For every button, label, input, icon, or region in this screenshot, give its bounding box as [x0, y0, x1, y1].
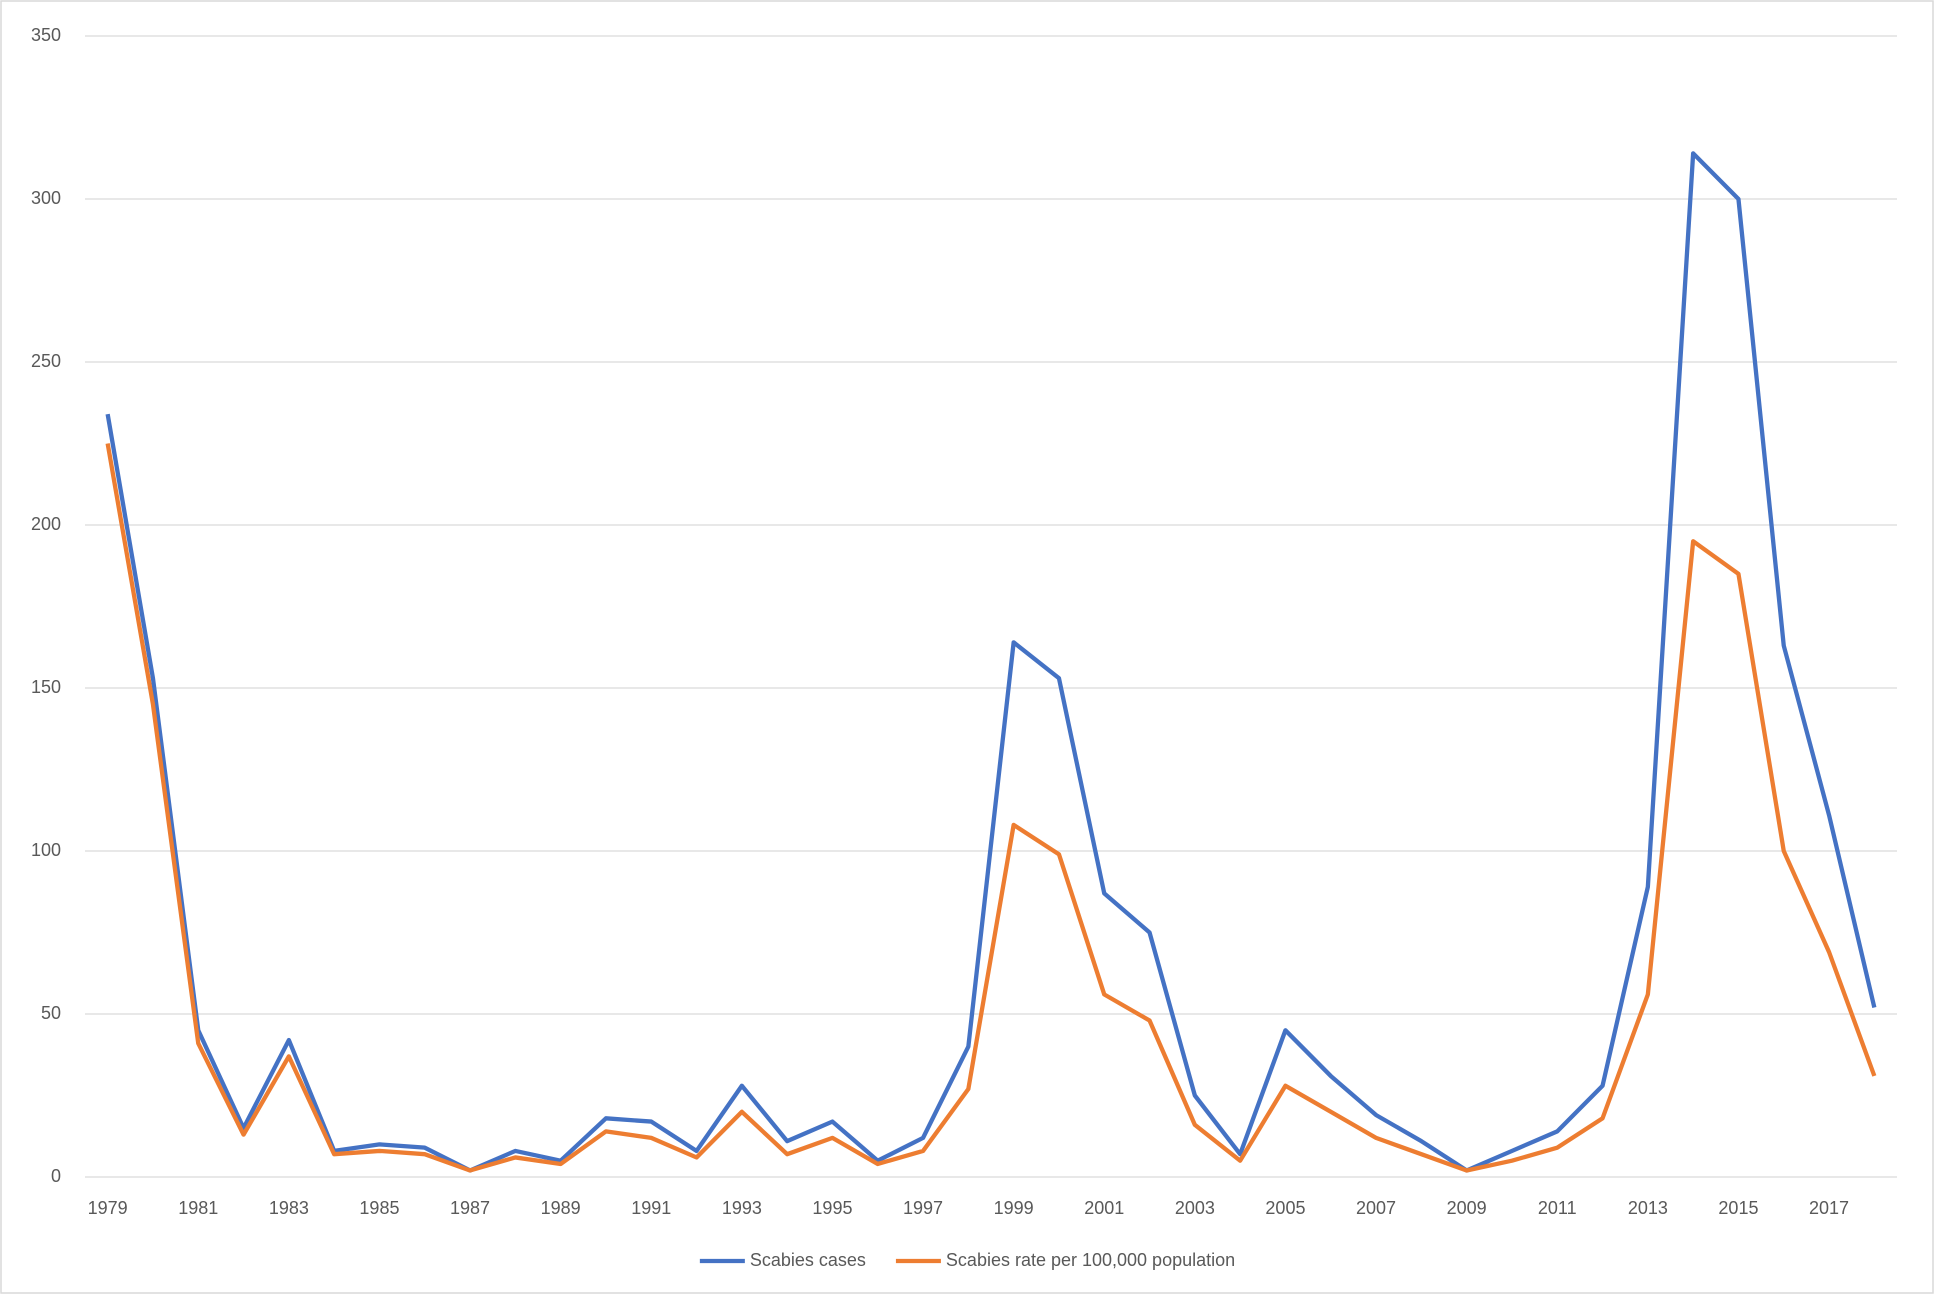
- y-tick-label: 150: [31, 677, 61, 697]
- x-tick-label: 2009: [1447, 1198, 1487, 1218]
- x-tick-label: 2017: [1809, 1198, 1849, 1218]
- y-tick-label: 300: [31, 188, 61, 208]
- x-tick-label: 1991: [631, 1198, 671, 1218]
- y-tick-label: 50: [41, 1003, 61, 1023]
- x-tick-label: 1979: [88, 1198, 128, 1218]
- x-tick-label: 2003: [1175, 1198, 1215, 1218]
- x-tick-label: 1993: [722, 1198, 762, 1218]
- x-tick-label: 2005: [1265, 1198, 1305, 1218]
- y-tick-label: 350: [31, 25, 61, 45]
- x-tick-label: 2007: [1356, 1198, 1396, 1218]
- x-tick-label: 2015: [1718, 1198, 1758, 1218]
- x-tick-label: 1981: [178, 1198, 218, 1218]
- x-tick-label: 1997: [903, 1198, 943, 1218]
- x-tick-label: 1995: [812, 1198, 852, 1218]
- x-tick-label: 2013: [1628, 1198, 1668, 1218]
- series-line: [105, 443, 1877, 1173]
- y-tick-label: 200: [31, 514, 61, 534]
- x-tick-label: 1985: [359, 1198, 399, 1218]
- y-tick-label: 250: [31, 351, 61, 371]
- x-tick-label: 2001: [1084, 1198, 1124, 1218]
- legend-label: Scabies rate per 100,000 population: [946, 1250, 1235, 1270]
- legend-label: Scabies cases: [750, 1250, 866, 1270]
- x-tick-label: 1983: [269, 1198, 309, 1218]
- legend: Scabies cases Scabies rate per 100,000 po…: [699, 1250, 1235, 1270]
- x-tick-label: 1999: [994, 1198, 1034, 1218]
- x-tick-label: 1987: [450, 1198, 490, 1218]
- y-tick-label: 100: [31, 840, 61, 860]
- x-tick-label: 1989: [541, 1198, 581, 1218]
- y-tick-label: 0: [51, 1166, 61, 1186]
- series-line: [105, 151, 1877, 1173]
- x-tick-label: 2011: [1538, 1198, 1577, 1218]
